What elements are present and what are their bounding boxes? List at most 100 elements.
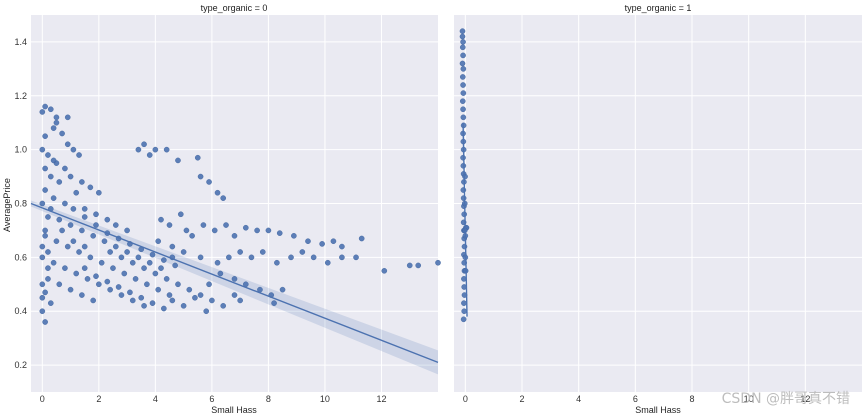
data-point [406, 262, 413, 269]
data-point [141, 303, 147, 309]
data-point [62, 265, 68, 271]
data-point [206, 281, 212, 288]
data-point [42, 165, 48, 172]
data-point [353, 254, 359, 261]
data-point [81, 206, 88, 212]
x-tick-label: 6 [209, 394, 214, 404]
data-point [118, 292, 125, 298]
data-point [90, 297, 96, 304]
data-point [70, 206, 77, 212]
data-point [146, 259, 153, 266]
data-point [67, 222, 74, 228]
data-point [45, 265, 51, 271]
x-tick-label: 4 [576, 394, 581, 404]
data-point [47, 300, 54, 306]
data-point [197, 254, 204, 261]
x-tick-label: 8 [689, 394, 694, 404]
data-point [129, 297, 136, 304]
data-point [248, 254, 255, 261]
data-point [214, 189, 221, 196]
x-axis-label-organic-1: Small Hass [635, 405, 681, 415]
data-point [149, 300, 156, 306]
data-point [279, 286, 286, 293]
data-point [79, 292, 85, 298]
data-point [299, 249, 306, 255]
data-point [462, 173, 468, 180]
data-point [305, 238, 311, 244]
data-point [76, 249, 82, 255]
data-point [166, 222, 173, 228]
data-point [62, 165, 68, 172]
data-point [415, 262, 422, 269]
data-point [231, 276, 238, 282]
data-point [460, 66, 467, 72]
x-tick-label: 12 [800, 394, 810, 404]
data-point [110, 265, 116, 271]
data-point [200, 222, 207, 228]
data-point [339, 254, 345, 261]
data-point [459, 74, 466, 80]
data-point [45, 249, 51, 255]
data-point [461, 300, 467, 306]
y-tick-label: 0.8 [14, 199, 27, 209]
data-point [265, 227, 272, 234]
x-axis-label-organic-0: Small Hass [211, 405, 257, 415]
data-point [93, 211, 99, 218]
data-point [177, 211, 184, 218]
y-tick-label: 1.4 [14, 37, 27, 47]
data-point [42, 319, 48, 325]
data-point [330, 238, 337, 244]
data-point [42, 133, 48, 139]
data-point [435, 259, 441, 266]
data-point [90, 233, 96, 239]
data-point [45, 276, 51, 282]
data-point [42, 103, 48, 110]
data-point [183, 227, 190, 234]
data-point [197, 173, 204, 180]
data-point [231, 233, 238, 239]
data-point [127, 289, 133, 296]
data-point [461, 308, 468, 315]
data-point [73, 270, 80, 277]
data-point [186, 286, 193, 293]
data-point [39, 281, 46, 288]
data-point [158, 216, 164, 223]
data-point [152, 146, 159, 153]
data-point [135, 254, 142, 261]
data-point [259, 249, 266, 255]
data-point [135, 146, 142, 153]
y-axis-label: AveragePrice [2, 178, 12, 232]
y-tick-label: 0.4 [14, 306, 27, 316]
data-point [64, 243, 71, 250]
data-point [115, 284, 122, 290]
watermark: CSDN @胖哥真不错 [722, 391, 850, 407]
data-point [53, 114, 60, 121]
data-point [243, 224, 249, 231]
data-point [81, 265, 88, 271]
data-point [217, 270, 224, 277]
data-point [107, 249, 113, 255]
data-point [206, 179, 212, 185]
data-point [460, 114, 467, 121]
data-point [93, 273, 99, 280]
data-point [84, 276, 91, 282]
data-point [96, 189, 102, 196]
data-point [47, 106, 54, 113]
data-point [79, 227, 85, 234]
data-point [460, 90, 467, 96]
data-point [98, 259, 105, 266]
data-point [42, 289, 48, 296]
data-point [59, 227, 65, 234]
facet-panel-organic-0: 0 2 4 6 8 10 12 0.2 0.4 0.6 0.8 1.0 1.2 1.4 [14, 15, 441, 404]
data-point [53, 119, 60, 126]
data-point [112, 243, 119, 250]
data-point [79, 179, 85, 185]
data-point [152, 270, 159, 277]
x-tick-label: 8 [266, 394, 271, 404]
data-point [310, 254, 317, 261]
data-point [104, 216, 111, 223]
data-point [291, 233, 297, 239]
data-point [64, 114, 71, 121]
x-tick-label: 2 [96, 394, 101, 404]
